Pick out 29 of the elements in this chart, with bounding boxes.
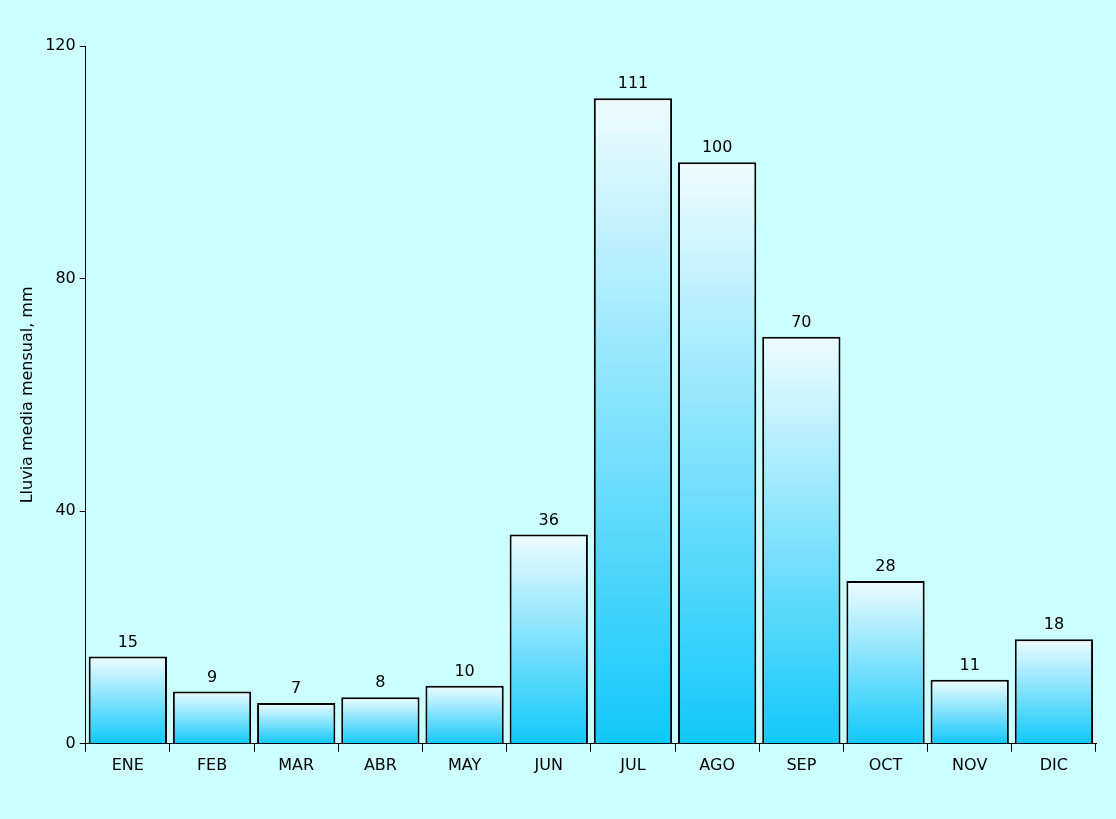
data-label: 28 bbox=[875, 556, 896, 576]
data-label: 15 bbox=[117, 631, 139, 651]
x-tick-label: JUL bbox=[619, 754, 646, 774]
x-tick-label: MAY bbox=[447, 754, 482, 774]
data-label: 36 bbox=[538, 509, 559, 529]
x-tick-label: JUN bbox=[533, 754, 563, 774]
x-tick-label: FEB bbox=[196, 754, 228, 774]
x-tick-label: ABR bbox=[363, 754, 397, 774]
data-label: 11 bbox=[959, 654, 980, 674]
x-tick-label: AGO bbox=[699, 754, 735, 774]
data-label: 100 bbox=[701, 137, 733, 157]
data-label: 111 bbox=[617, 73, 649, 93]
x-tick-label: DIC bbox=[1039, 754, 1069, 774]
x-tick-label: ENE bbox=[111, 754, 144, 774]
y-tick-label: 0 bbox=[65, 732, 76, 752]
data-label: 70 bbox=[791, 311, 812, 331]
y-tick-label: 120 bbox=[45, 35, 76, 55]
data-label: 10 bbox=[454, 660, 475, 680]
x-tick-label: SEP bbox=[786, 754, 817, 774]
y-tick-label: 40 bbox=[55, 500, 76, 520]
data-label: 7 bbox=[291, 678, 302, 698]
y-tick-label: 80 bbox=[55, 267, 76, 287]
x-tick-label: MAR bbox=[278, 754, 315, 774]
x-tick-label: OCT bbox=[868, 754, 903, 774]
x-tick-label: NOV bbox=[952, 754, 988, 774]
y-axis-title: Lluvia media mensual, mm bbox=[16, 286, 36, 504]
data-label: 18 bbox=[1043, 614, 1065, 634]
data-label: 8 bbox=[375, 672, 386, 692]
data-label: 9 bbox=[206, 666, 218, 686]
